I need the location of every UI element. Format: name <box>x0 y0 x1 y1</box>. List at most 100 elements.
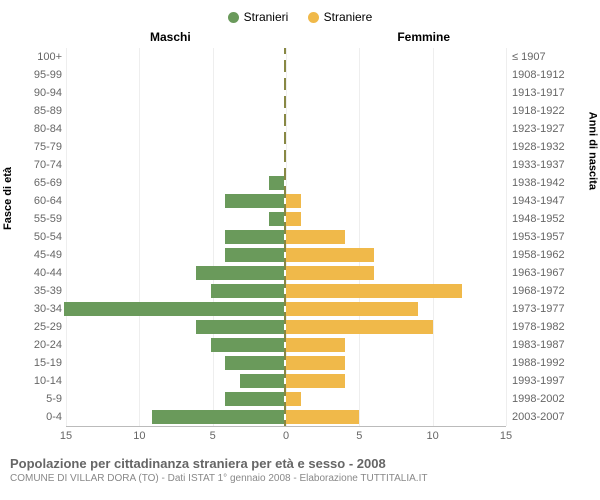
chart-footer: Popolazione per cittadinanza straniera p… <box>10 456 590 484</box>
row-plot <box>66 174 506 192</box>
birth-year-label: 1953-1957 <box>506 231 584 243</box>
bar-male <box>269 212 284 226</box>
x-tick: 15 <box>60 430 72 442</box>
table-row: 75-79 1928-1932 <box>10 138 590 156</box>
row-plot <box>66 192 506 210</box>
table-row: 50-54 1953-1957 <box>10 228 590 246</box>
row-plot <box>66 48 506 66</box>
row-plot <box>66 372 506 390</box>
bar-female <box>286 392 301 406</box>
bar-male <box>225 392 284 406</box>
age-label: 60-64 <box>10 195 66 207</box>
x-tick: 15 <box>500 430 512 442</box>
bar-female <box>286 284 462 298</box>
bar-female <box>286 356 345 370</box>
birth-year-label: 2003-2007 <box>506 411 584 423</box>
birth-year-label: 1938-1942 <box>506 177 584 189</box>
table-row: 35-391968-1972 <box>10 282 590 300</box>
legend-female-swatch <box>308 12 319 23</box>
birth-year-label: 1973-1977 <box>506 303 584 315</box>
age-label: 95-99 <box>10 69 66 81</box>
bar-male <box>64 302 284 316</box>
legend-female-label: Straniere <box>324 10 373 24</box>
legend: Stranieri Straniere <box>10 10 590 26</box>
bar-female <box>286 338 345 352</box>
x-tick: 10 <box>133 430 145 442</box>
age-label: 5-9 <box>10 393 66 405</box>
table-row: 95-99 1908-1912 <box>10 66 590 84</box>
legend-male: Stranieri <box>228 10 289 24</box>
row-plot <box>66 210 506 228</box>
age-label: 75-79 <box>10 141 66 153</box>
bar-male <box>269 176 284 190</box>
table-row: 5-9 1998-2002 <box>10 390 590 408</box>
birth-year-label: 1913-1917 <box>506 87 584 99</box>
row-plot <box>66 318 506 336</box>
age-label: 55-59 <box>10 213 66 225</box>
table-row: 0-4 2003-2007 <box>10 408 590 426</box>
legend-male-label: Stranieri <box>244 10 289 24</box>
birth-year-label: 1928-1932 <box>506 141 584 153</box>
table-row: 20-241983-1987 <box>10 336 590 354</box>
table-row: 85-891918-1922 <box>10 102 590 120</box>
birth-year-label: 1958-1962 <box>506 249 584 261</box>
header-male: Maschi <box>150 30 191 44</box>
age-label: 35-39 <box>10 285 66 297</box>
birth-year-label: 1923-1927 <box>506 123 584 135</box>
legend-male-swatch <box>228 12 239 23</box>
age-label: 10-14 <box>10 375 66 387</box>
age-label: 70-74 <box>10 159 66 171</box>
pyramid-chart: Fasce di età Anni di nascita Maschi Femm… <box>10 30 590 450</box>
row-plot <box>66 390 506 408</box>
x-tick: 5 <box>210 430 216 442</box>
chart-title: Popolazione per cittadinanza straniera p… <box>10 456 590 471</box>
table-row: 55-591948-1952 <box>10 210 590 228</box>
age-label: 20-24 <box>10 339 66 351</box>
age-label: 40-44 <box>10 267 66 279</box>
table-row: 90-94 1913-1917 <box>10 84 590 102</box>
row-plot <box>66 246 506 264</box>
column-headers: Maschi Femmine <box>10 30 590 48</box>
bar-female <box>286 266 374 280</box>
bar-female <box>286 302 418 316</box>
bar-male <box>211 284 284 298</box>
legend-female: Straniere <box>308 10 373 24</box>
age-label: 90-94 <box>10 87 66 99</box>
table-row: 45-49 1958-1962 <box>10 246 590 264</box>
row-plot <box>66 300 506 318</box>
bar-male <box>211 338 284 352</box>
age-label: 45-49 <box>10 249 66 261</box>
birth-year-label: 1918-1922 <box>506 105 584 117</box>
chart-rows: 100+≤ 1907 95-99 1908-1912 90-94 1913-1917 85… <box>10 48 590 426</box>
table-row: 70-74 1933-1937 <box>10 156 590 174</box>
table-row: 80-84 1923-1927 <box>10 120 590 138</box>
birth-year-label: 1988-1992 <box>506 357 584 369</box>
age-label: 100+ <box>10 51 66 63</box>
age-label: 80-84 <box>10 123 66 135</box>
bar-male <box>152 410 284 424</box>
bar-male <box>196 266 284 280</box>
age-label: 30-34 <box>10 303 66 315</box>
row-plot <box>66 84 506 102</box>
bar-male <box>225 194 284 208</box>
age-label: 25-29 <box>10 321 66 333</box>
table-row: 15-19 1988-1992 <box>10 354 590 372</box>
bar-male <box>225 356 284 370</box>
row-plot <box>66 66 506 84</box>
birth-year-label: 1908-1912 <box>506 69 584 81</box>
table-row: 30-34 1973-1977 <box>10 300 590 318</box>
row-plot <box>66 138 506 156</box>
table-row: 100+≤ 1907 <box>10 48 590 66</box>
table-row: 10-141993-1997 <box>10 372 590 390</box>
table-row: 65-691938-1942 <box>10 174 590 192</box>
age-label: 50-54 <box>10 231 66 243</box>
x-tick: 0 <box>283 430 289 442</box>
bar-male <box>225 230 284 244</box>
row-plot <box>66 336 506 354</box>
bar-female <box>286 320 433 334</box>
age-label: 15-19 <box>10 357 66 369</box>
birth-year-label: 1998-2002 <box>506 393 584 405</box>
bar-female <box>286 410 359 424</box>
birth-year-label: 1933-1937 <box>506 159 584 171</box>
age-label: 0-4 <box>10 411 66 423</box>
